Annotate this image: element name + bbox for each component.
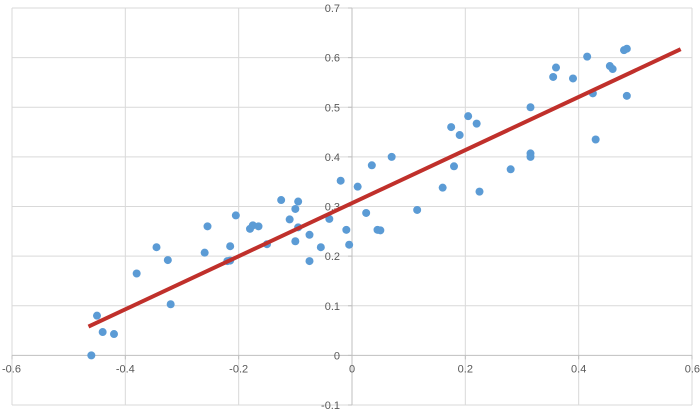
data-point: [362, 208, 371, 217]
data-point: [110, 330, 118, 339]
data-point: [132, 269, 141, 278]
y-axis-tick-labels: -0.100.10.20.30.40.50.60.7: [321, 3, 340, 412]
y-tick-label: 0: [334, 350, 340, 362]
trendline-layer: [87, 47, 682, 329]
y-tick-label: 0.4: [325, 152, 340, 164]
x-tick-label: 0.4: [571, 363, 586, 375]
data-point: [472, 119, 481, 128]
y-tick-label: 0.2: [325, 251, 340, 263]
data-point: [226, 242, 235, 251]
data-point: [438, 183, 447, 192]
y-tick-label: 0.5: [325, 102, 340, 114]
data-point: [285, 215, 294, 224]
data-point: [526, 152, 535, 161]
data-point: [152, 243, 161, 252]
data-point: [549, 72, 558, 81]
data-point: [569, 74, 577, 83]
y-tick-label: 0.7: [325, 3, 340, 15]
data-point: [622, 44, 631, 53]
data-point: [93, 311, 101, 320]
data-point: [622, 91, 631, 100]
data-point: [475, 187, 484, 196]
x-tick-label: -0.2: [229, 363, 248, 375]
data-point: [387, 152, 396, 161]
axes: [11, 7, 693, 406]
data-point: [316, 243, 325, 252]
data-point: [305, 230, 314, 239]
x-tick-label: 0: [349, 363, 355, 375]
data-point: [98, 328, 107, 337]
data-point: [353, 182, 362, 191]
data-point: [254, 222, 263, 231]
data-point: [200, 248, 209, 257]
y-tick-label: -0.1: [321, 400, 340, 412]
data-point: [342, 225, 351, 234]
data-point: [291, 204, 300, 213]
data-point: [464, 112, 473, 121]
data-point: [291, 237, 300, 246]
data-point: [526, 103, 535, 112]
x-tick-label: -0.6: [2, 363, 21, 375]
x-tick-label: 0.6: [685, 363, 700, 375]
data-point: [336, 176, 345, 185]
data-point: [591, 135, 600, 144]
data-point: [231, 211, 240, 220]
data-point: [506, 165, 515, 174]
data-point: [583, 52, 592, 61]
data-point: [305, 257, 314, 266]
x-tick-label: 0.2: [458, 363, 473, 375]
data-point: [413, 205, 422, 214]
data-point: [277, 196, 286, 205]
data-point: [345, 240, 354, 249]
data-point: [450, 162, 458, 171]
data-point: [166, 300, 175, 309]
data-point: [163, 256, 172, 265]
data-point: [87, 351, 96, 360]
data-point: [608, 65, 617, 74]
data-point: [455, 131, 464, 140]
data-point: [367, 161, 376, 170]
data-point: [376, 226, 385, 235]
x-axis-tick-labels: -0.6 -0.4 -0.2 0 0.2 0.4 0.6: [2, 363, 700, 375]
data-points: [87, 44, 631, 360]
y-tick-label: 0.6: [325, 53, 340, 65]
data-point: [552, 63, 560, 72]
x-tick-label: -0.4: [116, 363, 135, 375]
data-point: [294, 197, 303, 206]
data-point: [447, 123, 456, 132]
y-tick-label: 0.1: [325, 301, 340, 313]
data-point: [203, 222, 212, 231]
trendline: [87, 47, 682, 329]
